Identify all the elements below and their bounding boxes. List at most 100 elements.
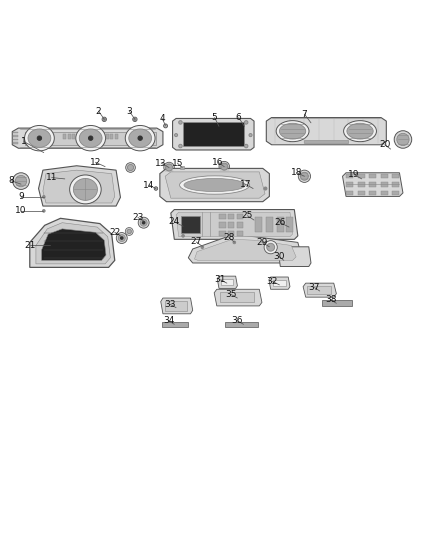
Ellipse shape — [267, 243, 275, 251]
Ellipse shape — [244, 144, 248, 148]
Bar — [110, 134, 113, 139]
Ellipse shape — [88, 136, 93, 140]
Bar — [165, 301, 187, 311]
Text: 10: 10 — [15, 206, 27, 215]
Ellipse shape — [264, 187, 267, 190]
Ellipse shape — [118, 235, 125, 241]
Ellipse shape — [175, 134, 178, 136]
Ellipse shape — [102, 117, 106, 122]
Ellipse shape — [25, 125, 54, 151]
Text: 11: 11 — [46, 173, 57, 182]
Ellipse shape — [133, 117, 137, 122]
Polygon shape — [303, 283, 336, 297]
Bar — [25, 132, 156, 145]
Ellipse shape — [154, 187, 158, 190]
Ellipse shape — [134, 118, 136, 120]
Bar — [392, 191, 399, 195]
Ellipse shape — [129, 129, 152, 147]
Bar — [392, 174, 399, 179]
Polygon shape — [43, 170, 115, 203]
Text: 17: 17 — [240, 180, 251, 189]
Ellipse shape — [179, 120, 182, 124]
Polygon shape — [266, 118, 386, 145]
Bar — [369, 174, 376, 179]
Ellipse shape — [127, 165, 134, 171]
Text: 20: 20 — [379, 140, 390, 149]
Text: 2: 2 — [96, 107, 101, 116]
Text: 7: 7 — [301, 110, 307, 118]
Text: 18: 18 — [291, 168, 303, 177]
Bar — [304, 140, 348, 143]
Bar — [180, 166, 184, 169]
Polygon shape — [160, 168, 269, 201]
Polygon shape — [173, 118, 254, 150]
Bar — [220, 292, 254, 302]
Text: 26: 26 — [275, 218, 286, 227]
Polygon shape — [161, 298, 193, 314]
Polygon shape — [278, 247, 311, 266]
Ellipse shape — [138, 217, 149, 228]
Text: 6: 6 — [236, 113, 242, 122]
Bar — [13, 132, 18, 133]
Ellipse shape — [244, 120, 248, 124]
Text: 30: 30 — [274, 252, 285, 261]
Ellipse shape — [179, 144, 182, 148]
Ellipse shape — [163, 124, 167, 128]
Bar — [63, 134, 67, 139]
Text: 31: 31 — [214, 275, 226, 284]
Polygon shape — [214, 289, 262, 306]
Text: 33: 33 — [164, 300, 176, 309]
Text: 32: 32 — [267, 277, 278, 286]
Bar — [219, 231, 226, 236]
Polygon shape — [39, 166, 120, 206]
Text: 4: 4 — [159, 114, 165, 123]
Text: 5: 5 — [212, 113, 218, 122]
Ellipse shape — [126, 163, 135, 172]
Ellipse shape — [42, 209, 45, 212]
Ellipse shape — [184, 179, 245, 191]
Bar — [392, 182, 399, 187]
Ellipse shape — [279, 123, 306, 139]
Bar — [180, 216, 200, 233]
Text: 23: 23 — [132, 213, 144, 222]
Bar — [162, 322, 188, 327]
Text: 15: 15 — [172, 159, 183, 168]
Ellipse shape — [76, 125, 106, 151]
Bar — [67, 134, 71, 139]
Bar — [381, 191, 388, 195]
Ellipse shape — [347, 123, 373, 139]
Ellipse shape — [125, 125, 155, 151]
Bar — [381, 182, 388, 187]
Ellipse shape — [15, 175, 27, 187]
Ellipse shape — [125, 228, 133, 236]
Bar — [266, 216, 273, 232]
Text: 16: 16 — [212, 158, 224, 167]
Bar — [237, 231, 243, 236]
Bar — [357, 182, 364, 187]
Text: 19: 19 — [348, 170, 360, 179]
Text: 34: 34 — [163, 316, 174, 325]
Text: 38: 38 — [325, 295, 336, 304]
Bar — [226, 322, 258, 327]
Bar — [346, 191, 353, 195]
Text: 36: 36 — [232, 316, 243, 325]
Ellipse shape — [264, 241, 277, 254]
Bar — [219, 222, 226, 228]
Ellipse shape — [182, 235, 184, 237]
Bar — [115, 134, 117, 139]
Bar — [183, 122, 244, 147]
Ellipse shape — [103, 118, 106, 120]
Ellipse shape — [166, 164, 173, 171]
Ellipse shape — [42, 196, 45, 198]
Text: 35: 35 — [226, 290, 237, 299]
Ellipse shape — [13, 173, 29, 189]
Text: 28: 28 — [223, 233, 234, 242]
Ellipse shape — [233, 241, 236, 244]
Bar — [273, 280, 286, 286]
Polygon shape — [30, 219, 115, 268]
Bar — [346, 174, 353, 179]
Bar — [228, 222, 234, 228]
Text: 24: 24 — [169, 217, 180, 227]
Bar — [357, 191, 364, 195]
Ellipse shape — [180, 176, 250, 194]
